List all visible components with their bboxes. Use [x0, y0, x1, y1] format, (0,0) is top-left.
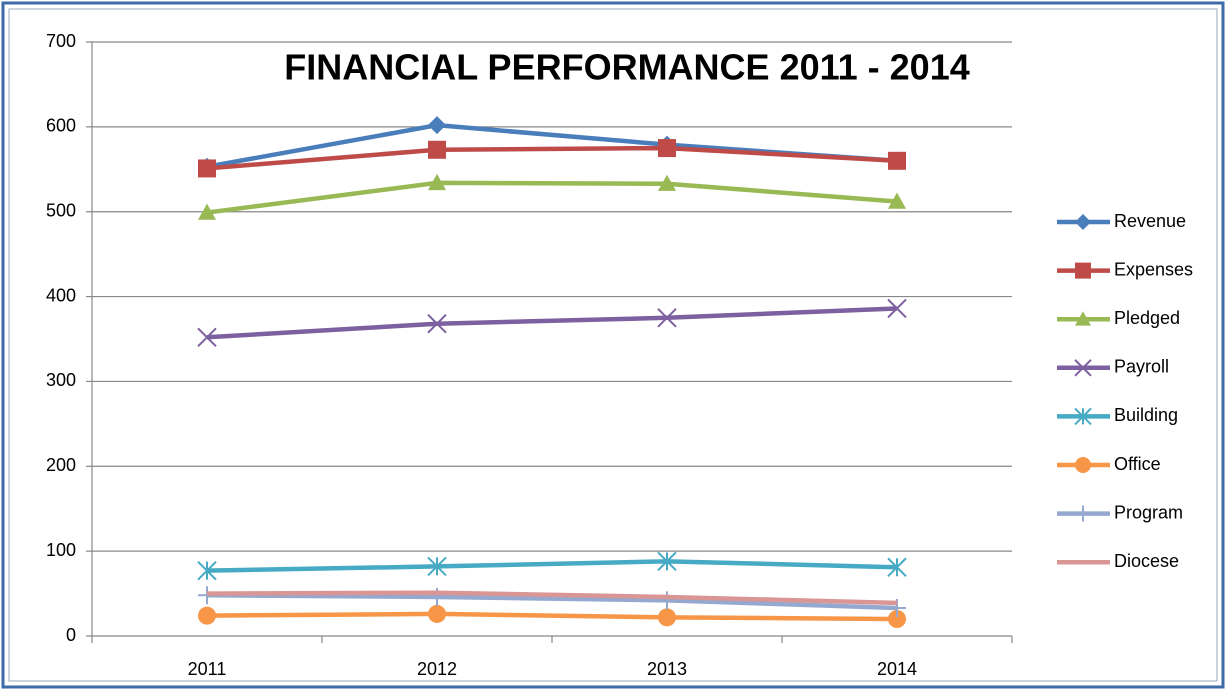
x-tick-label: 2011: [188, 659, 227, 679]
legend-label: Revenue: [1114, 211, 1186, 231]
legend-label: Pledged: [1114, 308, 1180, 328]
series-line: [206, 145, 898, 171]
marker: [1075, 457, 1091, 473]
series-line: [206, 180, 898, 215]
x-tick-label: 2013: [647, 659, 687, 679]
legend-label: Office: [1114, 454, 1161, 474]
series-line: [206, 306, 898, 340]
marker: [658, 174, 676, 191]
marker: [658, 139, 676, 158]
y-tick-label: 0: [66, 625, 76, 645]
legend-label: Payroll: [1114, 357, 1169, 377]
series-line: [206, 593, 898, 611]
marker: [427, 556, 447, 577]
legend-label: Program: [1114, 502, 1183, 522]
marker: [658, 608, 676, 627]
legend-label: Building: [1114, 405, 1178, 425]
inner-frame: [8, 8, 1218, 682]
marker: [1075, 311, 1091, 326]
y-tick-label: 300: [46, 370, 76, 390]
marker: [1075, 505, 1091, 522]
marker: [428, 116, 446, 135]
marker: [198, 203, 216, 220]
legend-label: Expenses: [1114, 259, 1193, 279]
series-line: [206, 559, 898, 573]
marker: [657, 308, 677, 328]
chart-title: FINANCIAL PERFORMANCE 2011 - 2014: [284, 47, 970, 88]
marker: [197, 327, 217, 348]
marker: [1074, 359, 1092, 377]
y-tick-label: 200: [46, 455, 76, 475]
y-tick-label: 100: [46, 540, 76, 560]
legend-label: Diocese: [1114, 551, 1179, 571]
marker: [428, 173, 446, 191]
marker: [887, 298, 907, 319]
y-tick-label: 400: [46, 285, 76, 305]
marker: [197, 560, 217, 581]
marker: [888, 610, 906, 629]
series-line: [206, 590, 898, 606]
marker: [1075, 262, 1091, 279]
marker: [657, 551, 677, 572]
x-tick-label: 2012: [417, 659, 457, 679]
marker: [887, 557, 907, 577]
marker: [427, 314, 447, 334]
marker: [428, 604, 446, 623]
marker: [198, 159, 216, 178]
x-tick-label: 2014: [877, 659, 917, 679]
marker: [1074, 407, 1092, 426]
y-tick-label: 600: [46, 116, 76, 136]
marker: [198, 606, 216, 625]
marker: [658, 591, 676, 610]
marker: [888, 151, 906, 170]
marker: [888, 192, 906, 209]
marker: [428, 140, 446, 159]
y-tick-label: 700: [46, 31, 76, 51]
series-line: [206, 611, 898, 622]
y-tick-label: 500: [46, 200, 76, 220]
marker: [1075, 214, 1091, 230]
